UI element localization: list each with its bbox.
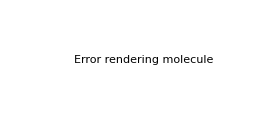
Text: Error rendering molecule: Error rendering molecule [74, 55, 213, 65]
